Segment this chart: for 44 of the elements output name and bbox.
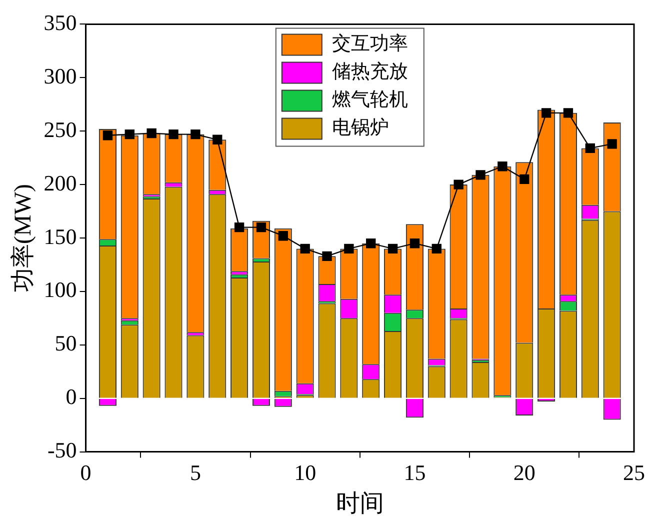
point [322, 251, 332, 262]
point [366, 238, 376, 248]
x-tick-label: 5 [190, 460, 201, 485]
legend-label: 燃气轮机 [332, 90, 408, 111]
point [190, 129, 200, 140]
point [607, 139, 617, 149]
legend-label: 交互功率 [332, 32, 408, 55]
point [410, 238, 420, 248]
point [520, 174, 530, 184]
point [498, 162, 508, 172]
y-axis-title: 功率(MW) [10, 184, 37, 292]
point [300, 244, 310, 254]
point [585, 143, 595, 154]
y-tick-label: 300 [44, 63, 77, 88]
point [476, 170, 486, 180]
x-tick-label: 20 [513, 460, 536, 485]
point [146, 128, 156, 138]
y-tick-label: 200 [44, 170, 77, 196]
y-tick-label: 350 [44, 10, 77, 35]
point [454, 180, 464, 190]
legend-label: 储热充放 [332, 60, 408, 83]
legend-label: 电锅炉 [332, 118, 389, 139]
y-tick-label: 50 [54, 330, 77, 356]
point [278, 231, 288, 241]
x-tick-label: 10 [294, 460, 316, 485]
y-tick-label: -50 [47, 438, 77, 463]
point [344, 244, 354, 254]
point [168, 129, 178, 140]
point [388, 244, 398, 254]
point [234, 222, 244, 232]
y-tick-label: 150 [44, 224, 77, 249]
point [563, 108, 574, 118]
y-tick-label: 250 [44, 116, 77, 142]
point [432, 244, 442, 254]
x-tick-label: 25 [623, 460, 645, 485]
y-tick-label: 100 [44, 277, 77, 302]
point [541, 108, 552, 118]
point [124, 129, 134, 140]
x-axis-title: 时间 [336, 490, 384, 517]
point [256, 222, 266, 232]
x-tick-label: 15 [404, 460, 426, 485]
point [102, 130, 113, 140]
point [212, 134, 222, 144]
y-tick-label: 0 [66, 384, 77, 410]
